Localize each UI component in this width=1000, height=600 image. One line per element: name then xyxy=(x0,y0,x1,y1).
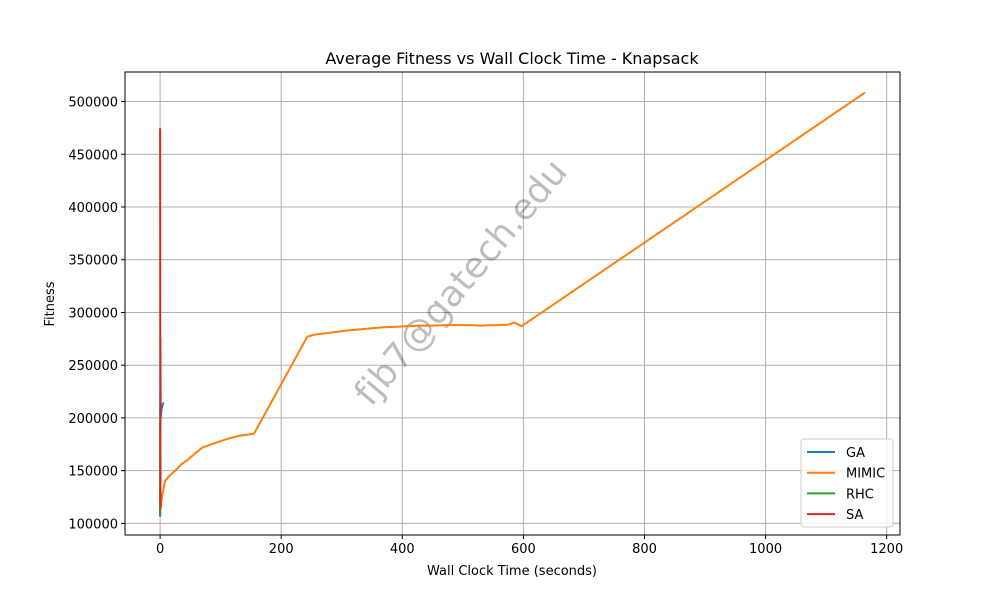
y-tick-label: 100000 xyxy=(68,517,118,532)
y-tick-label: 300000 xyxy=(68,306,118,321)
chart-title: Average Fitness vs Wall Clock Time - Kna… xyxy=(325,49,699,68)
legend-label-ga: GA xyxy=(846,446,865,461)
y-tick-label: 200000 xyxy=(68,412,118,427)
x-tick-label: 1000 xyxy=(749,542,782,557)
plot-area-frame xyxy=(124,71,901,536)
legend-label-mimic: MIMIC xyxy=(846,467,885,482)
legend-label-rhc: RHC xyxy=(846,487,874,502)
legend-label-sa: SA xyxy=(846,508,863,523)
y-tick-label: 400000 xyxy=(68,201,118,216)
watermark: fjb7@gatech.edu xyxy=(347,152,576,414)
x-tick-label: 400 xyxy=(390,542,415,557)
y-tick-label: 450000 xyxy=(68,148,118,163)
x-tick-label: 800 xyxy=(632,542,657,557)
grid xyxy=(125,72,900,535)
legend: GA MIMIC RHC SA xyxy=(800,438,894,528)
ticks: 0 200 400 600 800 1000 1200 100000 150000 200000 2… xyxy=(68,96,903,557)
y-tick-label: 150000 xyxy=(68,465,118,480)
series-line-mimic xyxy=(159,92,866,514)
y-tick-label: 250000 xyxy=(68,359,118,374)
x-axis-title: Wall Clock Time (seconds) xyxy=(427,564,597,579)
x-tick-label: 600 xyxy=(511,542,536,557)
x-tick-label: 200 xyxy=(269,542,294,557)
y-axis-title: Fitness xyxy=(43,281,58,326)
y-tick-label: 500000 xyxy=(68,96,118,111)
series-group xyxy=(159,92,866,518)
x-tick-label: 1200 xyxy=(870,542,903,557)
x-tick-label: 0 xyxy=(156,542,164,557)
legend-box xyxy=(800,438,894,528)
y-tick-label: 350000 xyxy=(68,254,118,269)
